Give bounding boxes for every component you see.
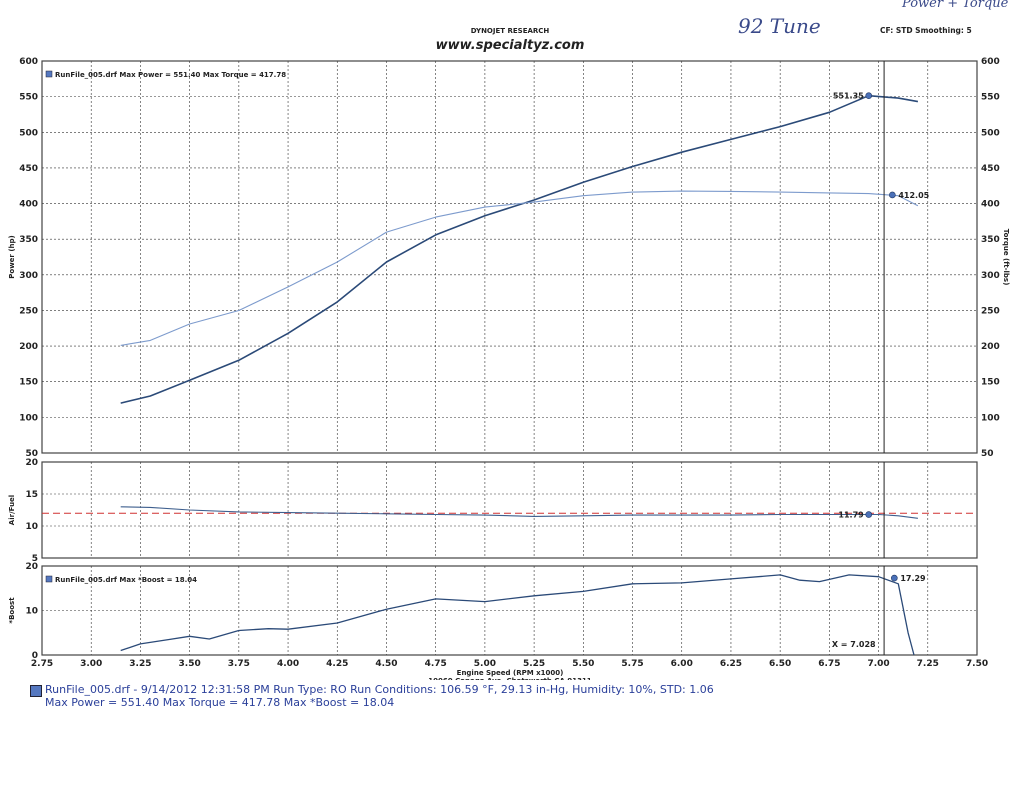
value-marker-label: 551.35 — [833, 92, 864, 101]
y-tick-label: 450 — [19, 164, 38, 174]
footer-legend-swatch — [30, 685, 42, 697]
y-right-tick-label: 250 — [981, 306, 1000, 316]
y-tick-label: 250 — [19, 306, 38, 316]
x-tick-label: 5.00 — [474, 659, 496, 669]
x-tick-label: 3.00 — [80, 659, 102, 669]
y-tick-label: 0 — [32, 651, 38, 661]
y-right-tick-label: 400 — [981, 200, 1000, 210]
series-line-boost — [120, 574, 915, 656]
x-tick-label: 4.00 — [277, 659, 299, 669]
x-tick-label: 7.25 — [917, 659, 939, 669]
y-tick-label: 500 — [19, 128, 38, 138]
y-axis-label: Power (hp) — [8, 235, 16, 278]
y-right-tick-label: 100 — [981, 413, 1000, 423]
y-axis-label: *Boost — [8, 597, 16, 624]
y-tick-label: 150 — [19, 378, 38, 388]
run-info-footer: RunFile_005.drf - 9/14/2012 12:31:58 PM … — [45, 683, 714, 709]
value-marker — [891, 574, 898, 582]
run-info-line2: Max Power = 551.40 Max Torque = 417.78 M… — [45, 696, 395, 709]
x-tick-label: 5.25 — [523, 659, 545, 669]
x-tick-label: 6.75 — [818, 659, 840, 669]
y-tick-label: 600 — [19, 57, 38, 67]
legend-label: RunFile_005.drf Max Power = 551.40 Max T… — [55, 71, 286, 79]
settings-label: CF: STD Smoothing: 5 — [880, 26, 972, 35]
x-tick-label: 6.50 — [769, 659, 791, 669]
y-right-tick-label: 300 — [981, 271, 1000, 281]
series-line-power — [120, 94, 919, 404]
y-axis-label: Air/Fuel — [8, 495, 16, 525]
x-tick-label: 2.75 — [31, 659, 53, 669]
legend-label: RunFile_005.drf Max *Boost = 18.04 — [55, 576, 197, 584]
y-tick-label: 20 — [25, 458, 38, 468]
value-marker-label: 17.29 — [900, 574, 926, 583]
x-axis-label: Engine Speed (RPM x1000) — [457, 669, 564, 677]
y-tick-label: 300 — [19, 271, 38, 281]
x-tick-label: 7.00 — [867, 659, 889, 669]
y-tick-label: 400 — [19, 200, 38, 210]
value-marker-label: 412.05 — [898, 191, 929, 200]
legend-swatch — [45, 575, 53, 583]
value-marker — [865, 511, 873, 518]
x-tick-label: 3.50 — [179, 659, 201, 669]
x-tick-label: 4.75 — [425, 659, 447, 669]
handwritten-tune-label: 92 Tune — [738, 14, 821, 38]
y-tick-label: 350 — [19, 235, 38, 245]
value-marker-label: 11.79 — [838, 511, 864, 520]
legend-swatch — [45, 70, 53, 78]
x-tick-label: 6.00 — [671, 659, 693, 669]
y-right-tick-label: 200 — [981, 342, 1000, 352]
x-tick-label: 5.50 — [572, 659, 594, 669]
panel-frame-air-fuel — [41, 461, 978, 559]
y-right-tick-label: 350 — [981, 235, 1000, 245]
y-tick-label: 10 — [25, 522, 38, 532]
y-tick-label: 15 — [25, 490, 38, 500]
value-marker — [865, 92, 873, 99]
y-tick-label: 20 — [25, 562, 38, 572]
x-tick-label: 3.75 — [228, 659, 250, 669]
y-right-tick-label: 50 — [981, 449, 994, 459]
x-tick-label: 7.50 — [966, 659, 988, 669]
value-marker — [889, 191, 896, 199]
y-right-tick-label: 150 — [981, 378, 1000, 388]
y-tick-label: 200 — [19, 342, 38, 352]
series-line-torque — [120, 190, 919, 346]
x-tick-label: 4.50 — [375, 659, 397, 669]
y-tick-label: 5 — [32, 554, 38, 564]
y-tick-label: 100 — [19, 413, 38, 423]
cursor-x-readout: X = 7.028 — [832, 640, 876, 649]
x-tick-label: 5.75 — [621, 659, 643, 669]
chart-title: DYNOJET RESEARCH — [470, 27, 550, 35]
y-right-tick-label: 450 — [981, 164, 1000, 174]
run-info-line1: RunFile_005.drf - 9/14/2012 12:31:58 PM … — [45, 683, 714, 696]
handwritten-note: Power + Torque — [902, 0, 1009, 11]
x-tick-label: 3.25 — [129, 659, 151, 669]
y-right-tick-label: 550 — [981, 93, 1000, 103]
y-tick-label: 10 — [25, 607, 38, 617]
y-tick-label: 50 — [25, 449, 38, 459]
y-tick-label: 550 — [19, 93, 38, 103]
series-line-airfuel — [120, 506, 918, 519]
y-right-tick-label: 600 — [981, 57, 1000, 67]
website-label: www.specialtyz.com — [435, 38, 585, 53]
address-label: 10060 Canoga Ave, Chatsworth CA 91311 — [428, 677, 592, 680]
x-tick-label: 6.25 — [720, 659, 742, 669]
y-right-tick-label: 500 — [981, 128, 1000, 138]
y-right-axis-label: Torque (ft-lbs) — [1002, 229, 1010, 286]
x-tick-label: 4.25 — [326, 659, 348, 669]
panel-frame-power-torque — [41, 60, 978, 454]
